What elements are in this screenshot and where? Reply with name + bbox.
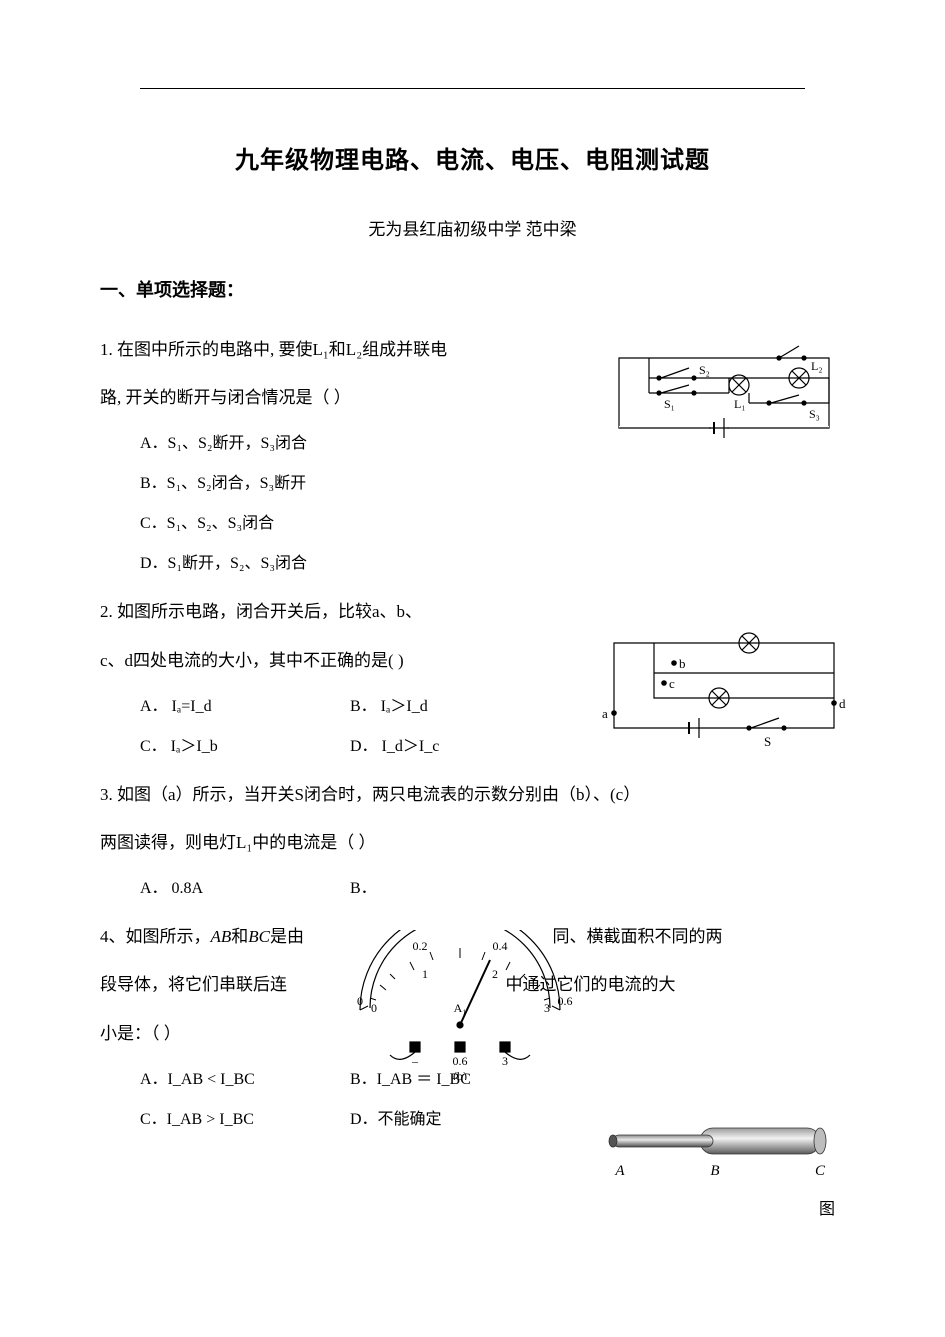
figure-ammeter-icon: 0 0.2 0.4 0.6 0 1 2 3 A₁ – 0.6 3 (b) [330,930,590,1080]
meter-bot-1: 1 [422,967,428,981]
question-3: 3. 如图（a）所示，当开关S闭合时，两只电流表的示数分别由（b）、(c） 两图… [100,773,845,909]
figure-q1-circuit-icon: S₂ S₁ L₁ L₂ S₃ [599,338,849,448]
fig-q1-l1-label: L₁ [734,397,746,411]
fig-q2-c-label: c [669,676,675,691]
figure-conductor-icon: A B C [605,1120,835,1190]
section-1-heading: 一、单项选择题： [100,276,845,302]
meter-bot-0: 0 [371,1001,377,1015]
meter-top-02: 0.2 [413,939,428,953]
conductor-a-label: A [614,1163,625,1179]
q1-option-b: B．S₁、S₂闭合，S₃断开 [140,464,845,504]
fig-q1-s1-label: S₁ [664,397,675,411]
q3-option-b: B． [350,869,500,909]
q1-option-d: D．S₁断开，S₂、S₃闭合 [140,544,845,584]
q4-l2-a: 段导体，将它们串联后连 [100,975,287,994]
figure-q2-circuit-icon: b c a d S [599,628,849,748]
conductor-b-label: B [710,1163,719,1179]
fig-q2-d-label: d [839,696,846,711]
meter-top-06: 0.6 [558,994,573,1008]
q1-options: A．S₁、S₂断开，S₃闭合 B．S₁、S₂闭合，S₃断开 C．S₁、S₂、S₃… [100,424,845,584]
page-title: 九年级物理电路、电流、电压、电阻测试题 [100,140,845,175]
meter-term-06: 0.6 [453,1054,468,1068]
top-horizontal-rule [140,88,805,89]
fig-q1-l2-label: L₂ [811,359,823,373]
q1-option-c: C．S₁、S₂、S₃闭合 [140,504,845,544]
conductor-c-label: C [815,1163,826,1179]
q4-l1-c: 和 [231,927,248,946]
q3-text-line1: 3. 如图（a）所示，当开关S闭合时，两只电流表的示数分别由（b）、(c） [100,773,845,817]
q2-option-d: D． I_d＞I_c [350,727,500,767]
q3-text-line2: 两图读得，则电灯L₁中的电流是（ ） [100,821,845,865]
q3-options-row1: A． 0.8A B． [100,869,845,909]
figure-caption-right: 图 [819,1195,835,1219]
fig-q1-s2-label: S₂ [699,363,710,377]
fig-q2-b-label: b [679,656,686,671]
q4-option-c: C．I_AB > I_BC [140,1100,290,1140]
meter-top-0: 0 [357,994,363,1008]
meter-bot-2: 2 [492,967,498,981]
q4-l1-d: BC [248,927,270,946]
meter-bot-3: 3 [544,1001,550,1015]
meter-caption-b: (b) [453,1069,467,1080]
q2-option-a: A． Iₐ=I_d [140,687,290,727]
q4-option-a: A．I_AB < I_BC [140,1060,290,1100]
q4-l1-b: AB [211,927,232,946]
q4-l1-a: 4、如图所示， [100,927,211,946]
q2-option-c: C． Iₐ＞I_b [140,727,290,767]
q4-l1-e: 是由 [270,927,304,946]
fig-q1-s3-label: S₃ [809,407,820,421]
meter-term-3: 3 [502,1054,508,1068]
meter-top-04: 0.4 [493,939,508,953]
q4-option-d: D．不能确定 [350,1100,500,1140]
meter-term-neg: – [411,1054,419,1068]
fig-q2-a-label: a [602,706,608,721]
author-line: 无为县红庙初级中学 范中梁 [100,215,845,240]
fig-q2-s-label: S [764,734,771,748]
meter-a1-label: A₁ [454,1001,467,1015]
q3-option-a: A． 0.8A [140,869,290,909]
q2-option-b: B． Iₐ＞I_d [350,687,500,727]
